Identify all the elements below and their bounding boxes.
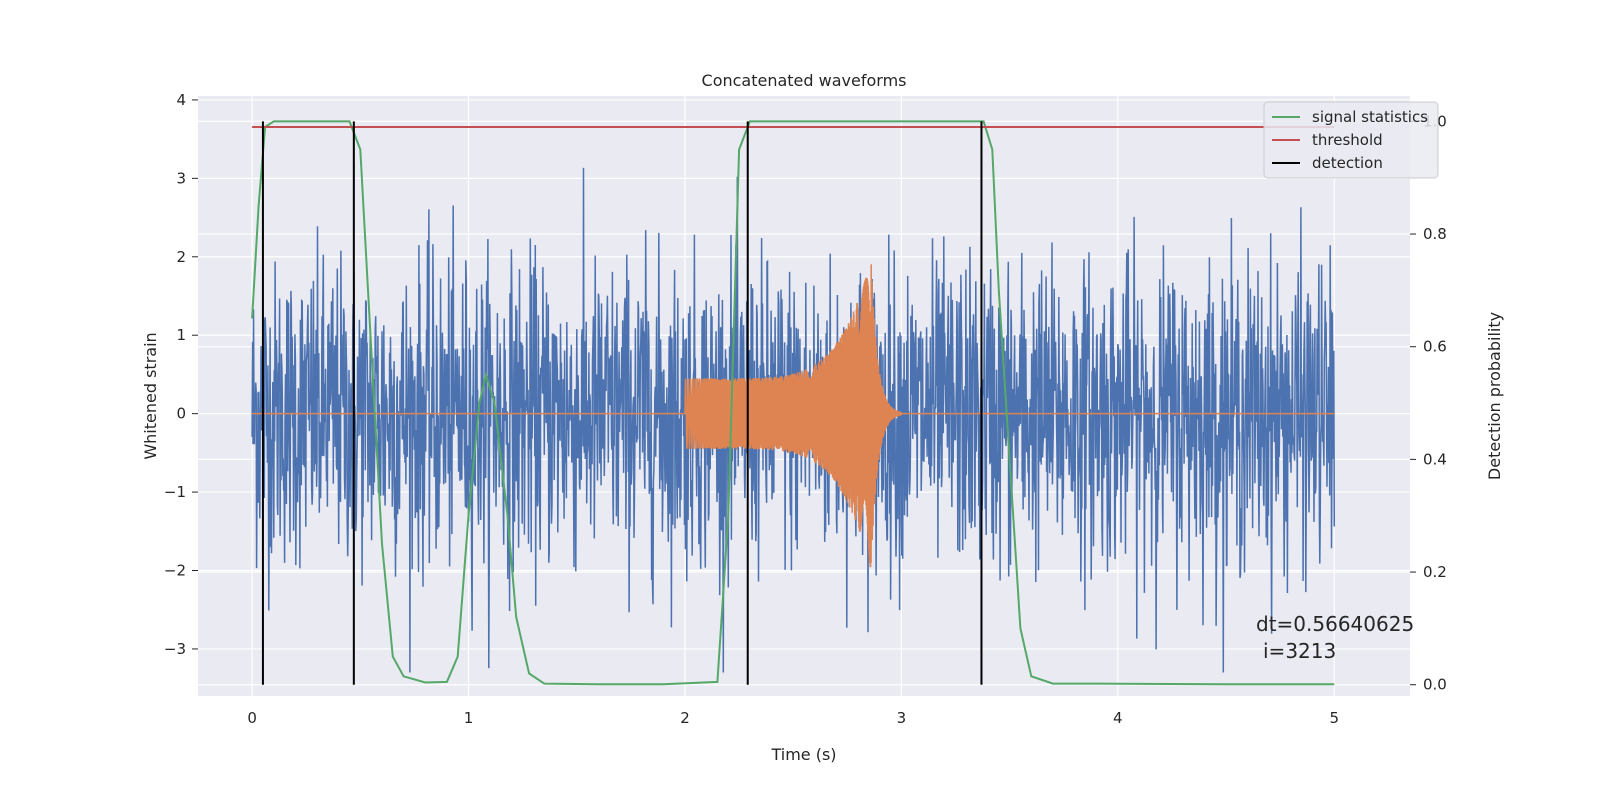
y-tick-label-left: 4 — [176, 91, 186, 109]
x-tick-label: 4 — [1113, 709, 1123, 727]
y-tick-label-left: −1 — [164, 483, 186, 501]
y-tick-label-left: 2 — [176, 248, 186, 266]
legend-label-threshold: threshold — [1312, 131, 1383, 149]
legend-label-detection: detection — [1312, 154, 1383, 172]
y-tick-label-right: 0.0 — [1423, 676, 1447, 694]
chart-title: Concatenated waveforms — [702, 71, 907, 90]
x-axis-label: Time (s) — [770, 745, 836, 764]
y-tick-label-left: −3 — [164, 640, 186, 658]
y-tick-label-right: 0.4 — [1423, 450, 1447, 468]
y-tick-label-right: 0.6 — [1423, 338, 1447, 356]
x-tick-label: 0 — [247, 709, 257, 727]
signal-statistics-line — [251, 120, 1335, 686]
y-tick-label-right: 0.2 — [1423, 563, 1447, 581]
legend-box — [1263, 101, 1439, 179]
y-tick-label-left: 1 — [176, 326, 186, 344]
legend-label-signal-statistics: signal statistics — [1312, 108, 1428, 126]
y-axis-label-left: Whitened strain — [141, 332, 160, 459]
x-tick-label: 3 — [897, 709, 907, 727]
legend: signal statistics threshold detection — [1263, 101, 1439, 179]
y-tick-label-left: 3 — [176, 169, 186, 187]
y-tick-label-left: −2 — [164, 562, 186, 580]
x-tick-label: 1 — [464, 709, 474, 727]
strain-noise-line — [251, 167, 1336, 673]
y-tick-label-left: 0 — [176, 405, 186, 423]
x-tick-label: 2 — [680, 709, 690, 727]
annotation-dt: dt=0.56640625 — [1256, 612, 1414, 636]
injected-signal-line — [252, 264, 1335, 568]
annotation-index: i=3213 — [1263, 639, 1336, 663]
x-tick-label: 5 — [1329, 709, 1339, 727]
y-axis-label-right: Detection probability — [1485, 312, 1504, 480]
series-layer — [251, 120, 1336, 686]
y-tick-label-right: 0.8 — [1423, 225, 1447, 243]
